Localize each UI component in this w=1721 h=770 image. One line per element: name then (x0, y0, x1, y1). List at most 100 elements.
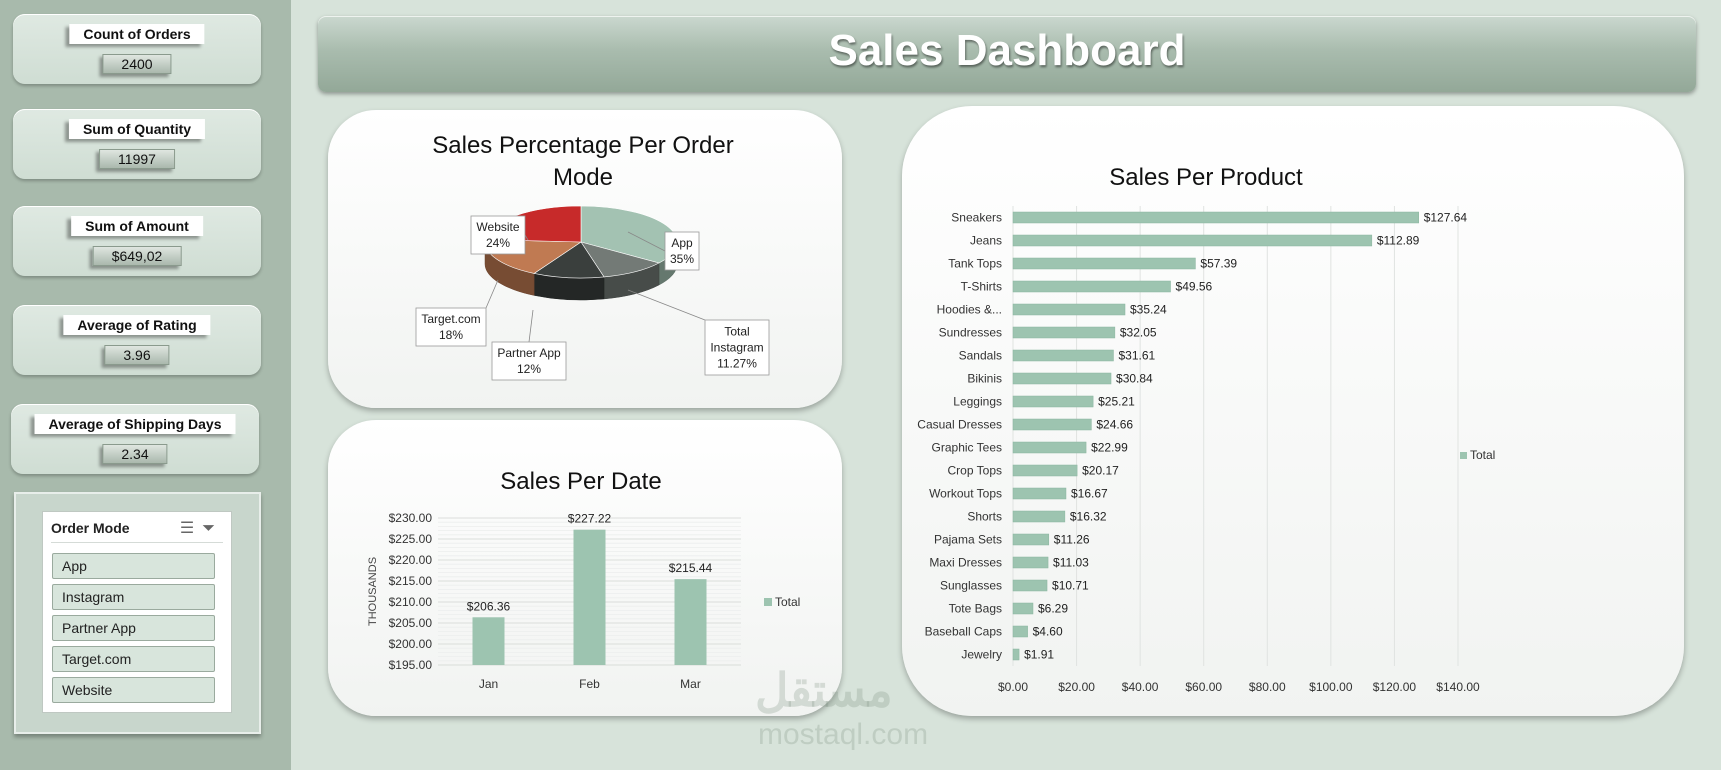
sidebar: Count of Orders 2400 Sum of Quantity 119… (0, 0, 291, 770)
product-bar-label: $25.21 (1098, 395, 1135, 409)
date-ytick-label: $195.00 (389, 658, 433, 672)
product-xtick-label: $60.00 (1185, 680, 1222, 694)
product-bar-label: $10.71 (1052, 579, 1089, 593)
kpi-value: 11997 (99, 149, 175, 169)
product-bar-label: $35.24 (1130, 303, 1167, 317)
product-category-label: Baseball Caps (925, 625, 1002, 639)
product-bar (1012, 487, 1067, 500)
multi-select-icon[interactable]: ☰ (179, 520, 203, 537)
pie-data-label: 24% (486, 236, 510, 250)
kpi-card-sum-of-quantity: Sum of Quantity 11997 (13, 109, 261, 179)
product-bar-label: $1.91 (1024, 648, 1054, 662)
product-bar (1012, 625, 1028, 638)
product-category-label: Jeans (970, 234, 1002, 248)
slicer-frame: Order Mode ☰⏷ App Instagram Partner App … (14, 492, 261, 734)
watermark-logo: مستقل (755, 664, 893, 716)
pie-label-box (470, 215, 526, 255)
product-chart-panel: Sales Per Product $0.00 $20.00 $40.00 $60.0… (902, 106, 1684, 716)
product-xtick-label: $0.00 (998, 680, 1028, 694)
pie-leader-line (524, 234, 529, 241)
product-bar-label: $16.32 (1070, 510, 1107, 524)
pie-data-label: Instagram (710, 341, 763, 355)
product-category-label: Sundresses (939, 326, 1002, 340)
order-mode-slicer: Order Mode ☰⏷ App Instagram Partner App … (42, 511, 232, 713)
product-bar-label: $127.64 (1424, 211, 1468, 225)
pie-leader-line (528, 309, 534, 343)
product-xtick-label: $20.00 (1058, 680, 1095, 694)
slicer-item-target-com[interactable]: Target.com (52, 646, 215, 672)
kpi-label: Sum of Amount (71, 216, 203, 236)
slicer-item-website[interactable]: Website (52, 677, 215, 703)
date-bar (674, 579, 707, 665)
product-category-label: Tote Bags (949, 602, 1002, 616)
date-category-label: Mar (680, 677, 701, 691)
kpi-label: Count of Orders (69, 24, 205, 44)
slicer-item-instagram[interactable]: Instagram (52, 584, 215, 610)
product-bar-label: $49.56 (1176, 280, 1213, 294)
product-category-label: Sunglasses (940, 579, 1002, 593)
product-bar (1012, 303, 1126, 316)
product-bar (1012, 326, 1116, 339)
product-bar (1012, 234, 1373, 247)
product-bar-label: $22.99 (1091, 441, 1128, 455)
product-bar (1012, 533, 1050, 546)
dashboard-title: Sales Dashboard (828, 26, 1186, 75)
product-bar-label: $112.89 (1377, 234, 1420, 248)
date-ytick-label: $205.00 (389, 616, 433, 630)
pie-data-label: 18% (439, 328, 463, 342)
date-category-label: Jan (479, 677, 498, 691)
product-bar-label: $57.39 (1200, 257, 1237, 271)
product-bar-label: $6.29 (1038, 602, 1068, 616)
pie-data-label: Partner App (497, 346, 561, 360)
kpi-card-count-of-orders: Count of Orders 2400 (13, 14, 261, 84)
product-xtick-label: $80.00 (1249, 680, 1286, 694)
product-category-label: Workout Tops (929, 487, 1002, 501)
date-legend-swatch (764, 598, 772, 606)
product-bar (1012, 395, 1094, 408)
clear-filter-icon[interactable]: ⏷ (202, 520, 223, 537)
product-category-label: Bikinis (967, 372, 1002, 386)
date-ytick-label: $210.00 (389, 595, 433, 609)
slicer-title: Order Mode (51, 520, 130, 536)
watermark-url: mostaql.com (758, 718, 929, 751)
date-bar-chart: $195.00 $200.00 $205.00 $210.00 $215.00 $220.… (367, 511, 800, 691)
pie-label-box (491, 341, 567, 381)
product-category-label: Sneakers (951, 211, 1002, 225)
product-category-label: T-Shirts (961, 280, 1002, 294)
pie-label-box (664, 231, 700, 271)
date-ytick-label: $215.00 (389, 574, 433, 588)
pie-data-label: Website (476, 220, 519, 234)
pie-data-label: 35% (670, 252, 694, 266)
date-bar-label: $206.36 (467, 599, 511, 613)
product-bar (1012, 579, 1048, 592)
pie-leader-line (627, 231, 666, 252)
product-bar-label: $32.05 (1120, 326, 1157, 340)
pie-label-box (415, 307, 487, 347)
product-bar (1012, 372, 1112, 385)
date-ytick-label: $200.00 (389, 637, 433, 651)
product-xtick-label: $140.00 (1436, 680, 1480, 694)
kpi-card-sum-of-amount: Sum of Amount $649,02 (13, 206, 261, 276)
date-ytick-label: $230.00 (389, 511, 433, 525)
date-chart-panel: Sales Per Date $195.00 $200.00 $205.00 $210… (328, 420, 842, 716)
slicer-item-app[interactable]: App (52, 553, 215, 579)
product-bar (1012, 441, 1087, 454)
product-xtick-label: $100.00 (1309, 680, 1353, 694)
product-bar-label: $16.67 (1071, 487, 1108, 501)
pie-chart-panel: Sales Percentage Per Order Mode App 35% To… (328, 110, 842, 408)
product-legend-swatch (1460, 452, 1467, 459)
date-bar (573, 529, 606, 665)
date-chart-title: Sales Per Date (500, 468, 662, 495)
product-bar (1012, 280, 1171, 293)
product-xtick-label: $40.00 (1122, 680, 1159, 694)
product-category-label: Graphic Tees (932, 441, 1002, 455)
product-chart-title: Sales Per Product (1109, 164, 1303, 191)
date-legend-label: Total (775, 595, 800, 609)
dashboard-title-bar: Sales Dashboard (318, 16, 1696, 92)
pie-slice-instagram (580, 241, 660, 278)
product-bar-label: $31.61 (1118, 349, 1155, 363)
product-bar (1012, 418, 1092, 431)
date-bar (472, 617, 505, 665)
slicer-item-partner-app[interactable]: Partner App (52, 615, 215, 641)
product-bar (1012, 602, 1034, 615)
